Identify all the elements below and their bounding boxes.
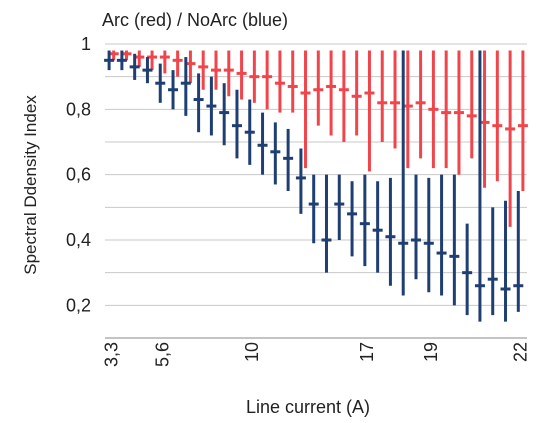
y-tick-label: 0,4 (66, 230, 91, 250)
x-tick-label: 3,3 (101, 342, 121, 367)
series-1 (104, 50, 524, 322)
x-tick-label: 17 (357, 342, 377, 362)
x-axis-label: Line current (A) (246, 397, 370, 417)
x-tick-label: 5,6 (153, 342, 173, 367)
y-tick-label: 0,6 (66, 165, 91, 185)
x-tick-label: 22 (511, 342, 531, 362)
y-tick-label: 0,8 (66, 99, 91, 119)
x-tick-label: 10 (242, 342, 262, 362)
chart-title: Arc (red) / NoArc (blue) (102, 10, 288, 30)
data-series (104, 50, 528, 322)
x-tick-label: 19 (421, 342, 441, 362)
y-tick-label: 1 (81, 34, 91, 54)
grid-lines (105, 43, 527, 339)
y-tick-label: 0,2 (66, 295, 91, 315)
y-axis-label: Spectral Ddensity Index (21, 95, 40, 275)
series-0 (108, 50, 528, 227)
x-axis-ticks: 3,3 5,6 10 17 19 22 (101, 342, 530, 367)
y-axis-ticks: 0,2 0,4 0,6 0,8 1 (66, 34, 91, 315)
